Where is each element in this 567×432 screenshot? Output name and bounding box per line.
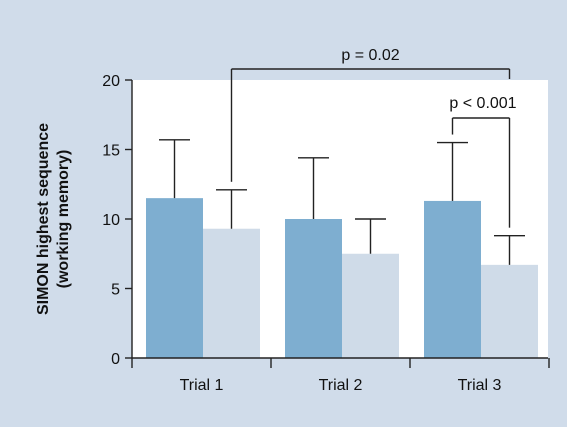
annotations-layer: p = 0.02 p < 0.001 [230, 47, 517, 228]
bar-trial-2-series-1 [285, 219, 342, 358]
error-bars-layer [159, 139, 525, 265]
annotation-p-0-02: p = 0.02 [341, 47, 399, 64]
bar-trial-1-series-1 [146, 198, 203, 358]
y-axis-label-line-1: SIMON highest sequence [35, 123, 52, 315]
y-axis-label-line-2: (working memory) [55, 150, 72, 289]
bar-trial-2-series-2 [342, 253, 399, 358]
x-tick-label-trial-3: Trial 3 [458, 377, 502, 394]
y-tick-label-20: 20 [102, 73, 120, 90]
bar-trial-3-series-2 [481, 264, 538, 358]
y-tick-label-15: 15 [102, 143, 120, 160]
y-tick-label-5: 5 [111, 282, 120, 299]
annotation-p-0-001: p < 0.001 [449, 95, 516, 112]
x-tick-label-trial-2: Trial 2 [319, 377, 363, 394]
bar-trial-1-series-2 [203, 228, 260, 358]
y-tick-label-10: 10 [102, 212, 120, 229]
axes-layer: 0 5 10 15 20 Trial 1 Trial 2 Trial 3 [102, 73, 550, 394]
x-tick-label-trial-1: Trial 1 [180, 377, 224, 394]
bars-layer [146, 198, 538, 358]
y-tick-label-0: 0 [111, 351, 120, 368]
bar-trial-3-series-1 [424, 200, 481, 358]
